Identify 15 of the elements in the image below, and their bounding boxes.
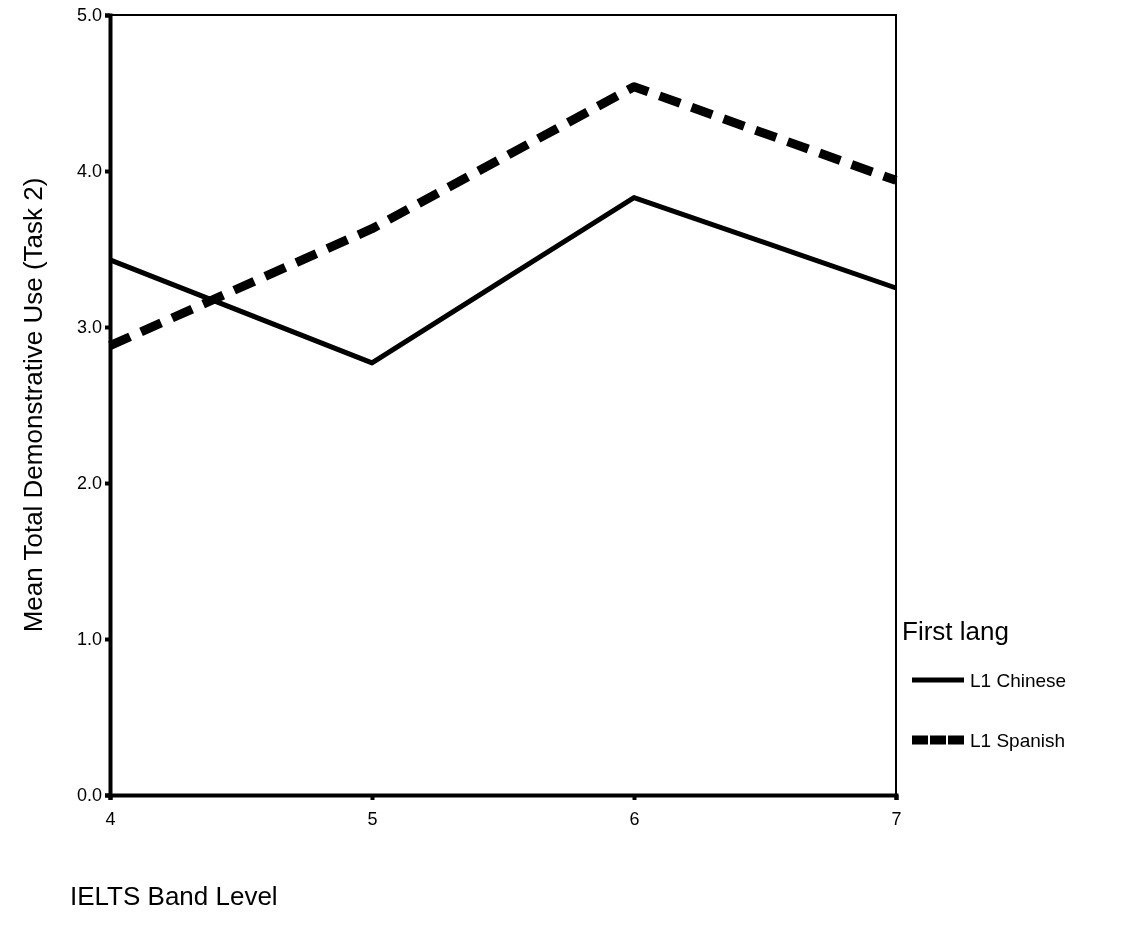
legend-label: L1 Chinese [970,670,1067,691]
y-tick-label: 4.0 [76,161,102,182]
x-tick-label: 4 [105,808,116,829]
y-tick-label: 2.0 [76,473,102,494]
x-axis-title: IELTS Band Level [70,881,278,911]
y-tick-label: 0.0 [76,785,102,806]
y-tick-label: 1.0 [76,629,102,650]
y-tick-label: 3.0 [76,317,102,338]
x-tick-label: 6 [629,808,640,829]
y-axis-title: Mean Total Demonstrative Use (Task 2) [18,177,48,633]
x-tick-label: 7 [891,808,902,829]
legend-title: First lang [902,616,1009,646]
legend-label: L1 Spanish [970,730,1066,751]
y-tick-label: 5.0 [76,5,102,26]
x-tick-label: 5 [367,808,378,829]
